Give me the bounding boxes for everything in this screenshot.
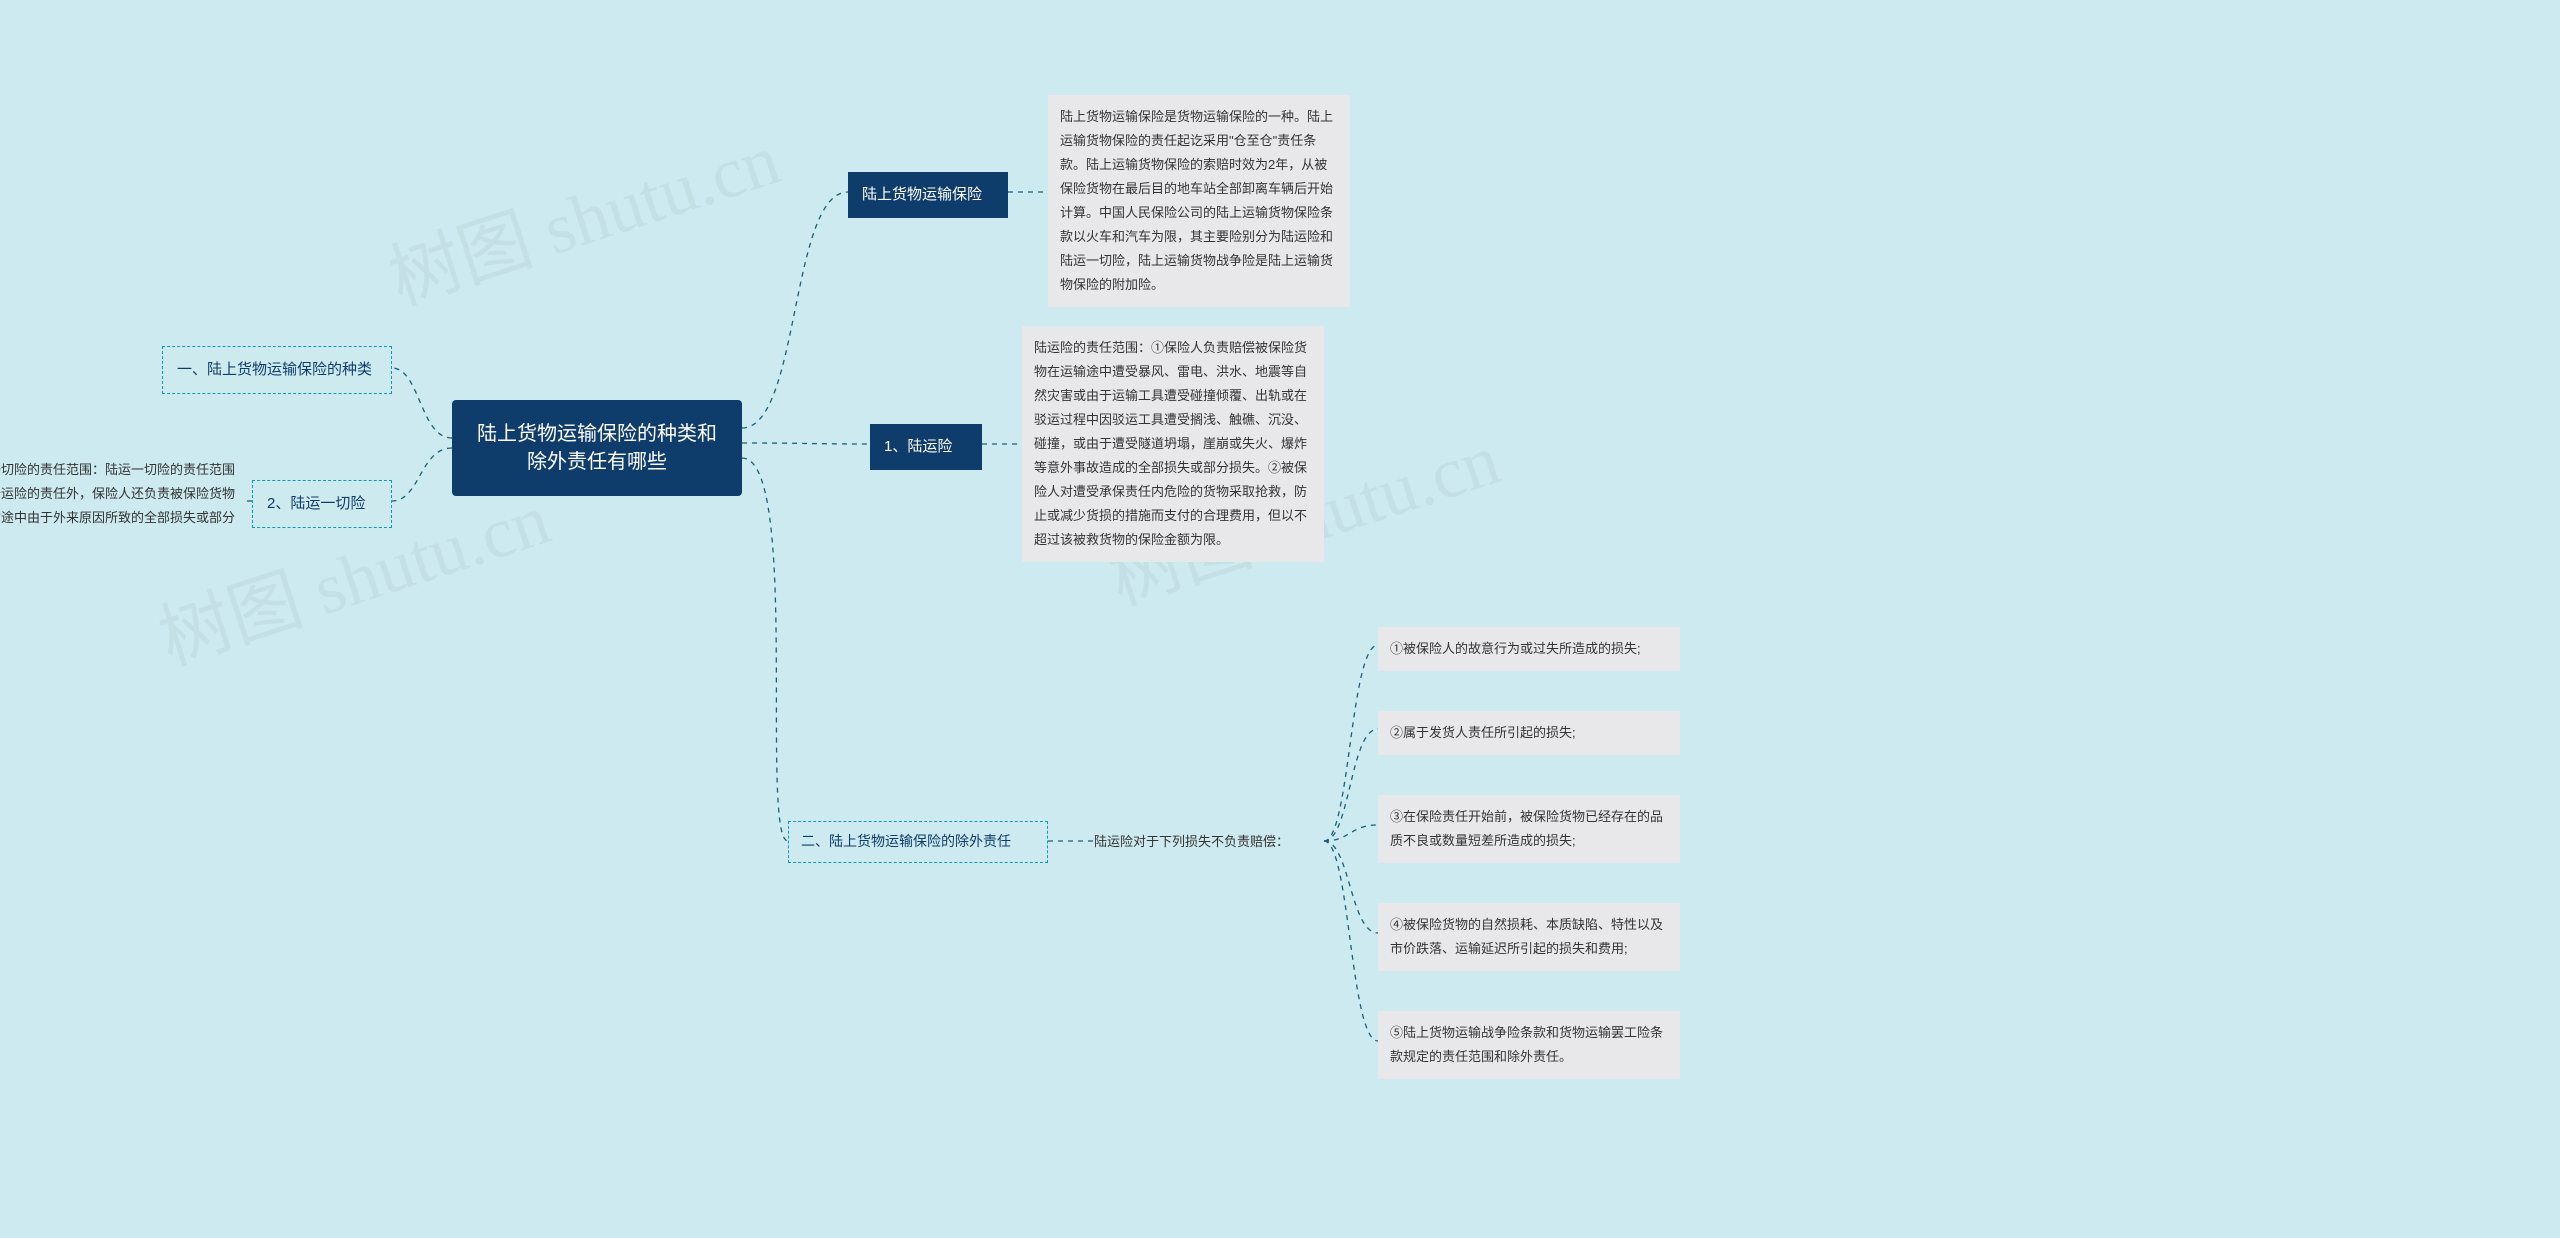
node-label: 2、陆运一切险 — [267, 495, 365, 512]
node-land-cargo-insurance[interactable]: 陆上货物运输保险 — [848, 172, 1008, 218]
desc-text: 陆运险对于下列损失不负责赔偿： — [1094, 834, 1289, 849]
mindmap-root[interactable]: 陆上货物运输保险的种类和除外责任有哪些 — [452, 400, 742, 496]
exclusion-item-3: ③在保险责任开始前，被保险货物已经存在的品质不良或数量短差所造成的损失; — [1378, 795, 1680, 863]
root-text: 陆上货物运输保险的种类和除外责任有哪些 — [477, 423, 717, 473]
desc-text: ⑤陆上货物运输战争险条款和货物运输罢工险条款规定的责任范围和除外责任。 — [1390, 1025, 1663, 1064]
node-land-all-risks-desc: 陆运一切险的责任范围：陆运一切险的责任范围除了陆运险的责任外，保险人还负责被保险… — [0, 458, 242, 554]
exclusion-item-4: ④被保险货物的自然损耗、本质缺陷、特性以及市价跌落、运输延迟所引起的损失和费用; — [1378, 903, 1680, 971]
node-land-cargo-insurance-desc: 陆上货物运输保险是货物运输保险的一种。陆上运输货物保险的责任起讫采用"仓至仓"责… — [1048, 95, 1350, 307]
node-types-heading[interactable]: 一、陆上货物运输保险的种类 — [162, 346, 392, 394]
node-label: 二、陆上货物运输保险的除外责任 — [801, 833, 1011, 849]
node-label: 一、陆上货物运输保险的种类 — [177, 361, 372, 378]
desc-text: 陆运险的责任范围：①保险人负责赔偿被保险货物在运输途中遭受暴风、雷电、洪水、地震… — [1034, 340, 1307, 547]
node-label: 1、陆运险 — [884, 438, 952, 455]
desc-text: 陆运一切险的责任范围：陆运一切险的责任范围除了陆运险的责任外，保险人还负责被保险… — [0, 462, 235, 549]
node-exclusions-intro: 陆运险对于下列损失不负责赔偿： — [1094, 830, 1324, 854]
desc-text: ②属于发货人责任所引起的损失; — [1390, 725, 1576, 740]
node-land-risk[interactable]: 1、陆运险 — [870, 424, 982, 470]
exclusion-item-5: ⑤陆上货物运输战争险条款和货物运输罢工险条款规定的责任范围和除外责任。 — [1378, 1011, 1680, 1079]
node-land-all-risks[interactable]: 2、陆运一切险 — [252, 480, 392, 528]
desc-text: 陆上货物运输保险是货物运输保险的一种。陆上运输货物保险的责任起讫采用"仓至仓"责… — [1060, 109, 1333, 292]
node-label: 陆上货物运输保险 — [862, 186, 982, 203]
desc-text: ④被保险货物的自然损耗、本质缺陷、特性以及市价跌落、运输延迟所引起的损失和费用; — [1390, 917, 1663, 956]
node-exclusions-heading[interactable]: 二、陆上货物运输保险的除外责任 — [788, 821, 1048, 863]
node-land-risk-desc: 陆运险的责任范围：①保险人负责赔偿被保险货物在运输途中遭受暴风、雷电、洪水、地震… — [1022, 326, 1324, 562]
exclusion-item-1: ①被保险人的故意行为或过失所造成的损失; — [1378, 627, 1680, 671]
exclusion-item-2: ②属于发货人责任所引起的损失; — [1378, 711, 1680, 755]
watermark: 树图 shutu.cn — [374, 100, 791, 325]
desc-text: ①被保险人的故意行为或过失所造成的损失; — [1390, 641, 1641, 656]
desc-text: ③在保险责任开始前，被保险货物已经存在的品质不良或数量短差所造成的损失; — [1390, 809, 1663, 848]
